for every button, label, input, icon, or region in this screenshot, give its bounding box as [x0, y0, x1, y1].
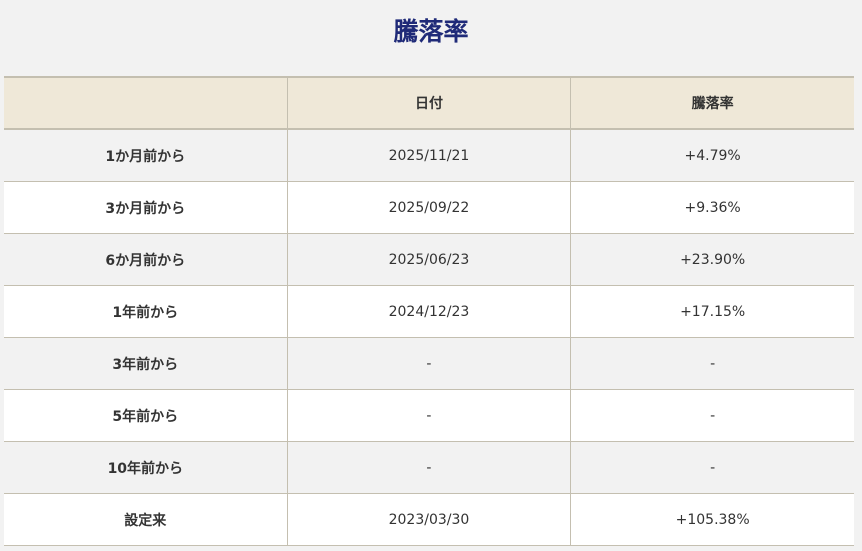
table-row: 3年前から - - — [4, 337, 854, 390]
header-rate: 騰落率 — [570, 76, 854, 130]
rate-cell: +23.90% — [570, 233, 854, 286]
rate-cell: - — [570, 389, 854, 442]
period-cell: 1か月前から — [4, 128, 288, 182]
table-row: 1年前から 2024/12/23 +17.15% — [4, 285, 854, 338]
table-row: 10年前から - - — [4, 441, 854, 494]
period-cell: 1年前から — [4, 285, 288, 338]
rate-cell: +17.15% — [570, 285, 854, 338]
date-cell: 2025/09/22 — [286, 181, 572, 234]
date-cell: 2023/03/30 — [286, 493, 572, 546]
page-title: 騰落率 — [393, 17, 469, 46]
date-cell: - — [286, 441, 572, 494]
date-cell: 2025/11/21 — [286, 128, 572, 182]
table-row: 5年前から - - — [4, 389, 854, 442]
period-cell: 5年前から — [4, 389, 288, 442]
rate-cell: +9.36% — [570, 181, 854, 234]
rate-cell: - — [570, 441, 854, 494]
period-cell: 3年前から — [4, 337, 288, 390]
period-cell: 3か月前から — [4, 181, 288, 234]
date-cell: - — [286, 337, 572, 390]
header-period — [4, 76, 288, 130]
date-cell: 2025/06/23 — [286, 233, 572, 286]
period-cell: 10年前から — [4, 441, 288, 494]
performance-table: 日付 騰落率 1か月前から 2025/11/21 +4.79% 3か月前から 2025/… — [4, 76, 854, 546]
table-row: 1か月前から 2025/11/21 +4.79% — [4, 128, 854, 182]
table-header-row: 日付 騰落率 — [4, 76, 854, 130]
rate-cell: +105.38% — [570, 493, 854, 546]
rate-cell: +4.79% — [570, 128, 854, 182]
period-cell: 設定来 — [4, 493, 288, 546]
period-cell: 6か月前から — [4, 233, 288, 286]
rate-cell: - — [570, 337, 854, 390]
date-cell: - — [286, 389, 572, 442]
table-row: 3か月前から 2025/09/22 +9.36% — [4, 181, 854, 234]
table-row: 設定来 2023/03/30 +105.38% — [4, 493, 854, 546]
table-row: 6か月前から 2025/06/23 +23.90% — [4, 233, 854, 286]
date-cell: 2024/12/23 — [286, 285, 572, 338]
header-date: 日付 — [286, 76, 572, 130]
